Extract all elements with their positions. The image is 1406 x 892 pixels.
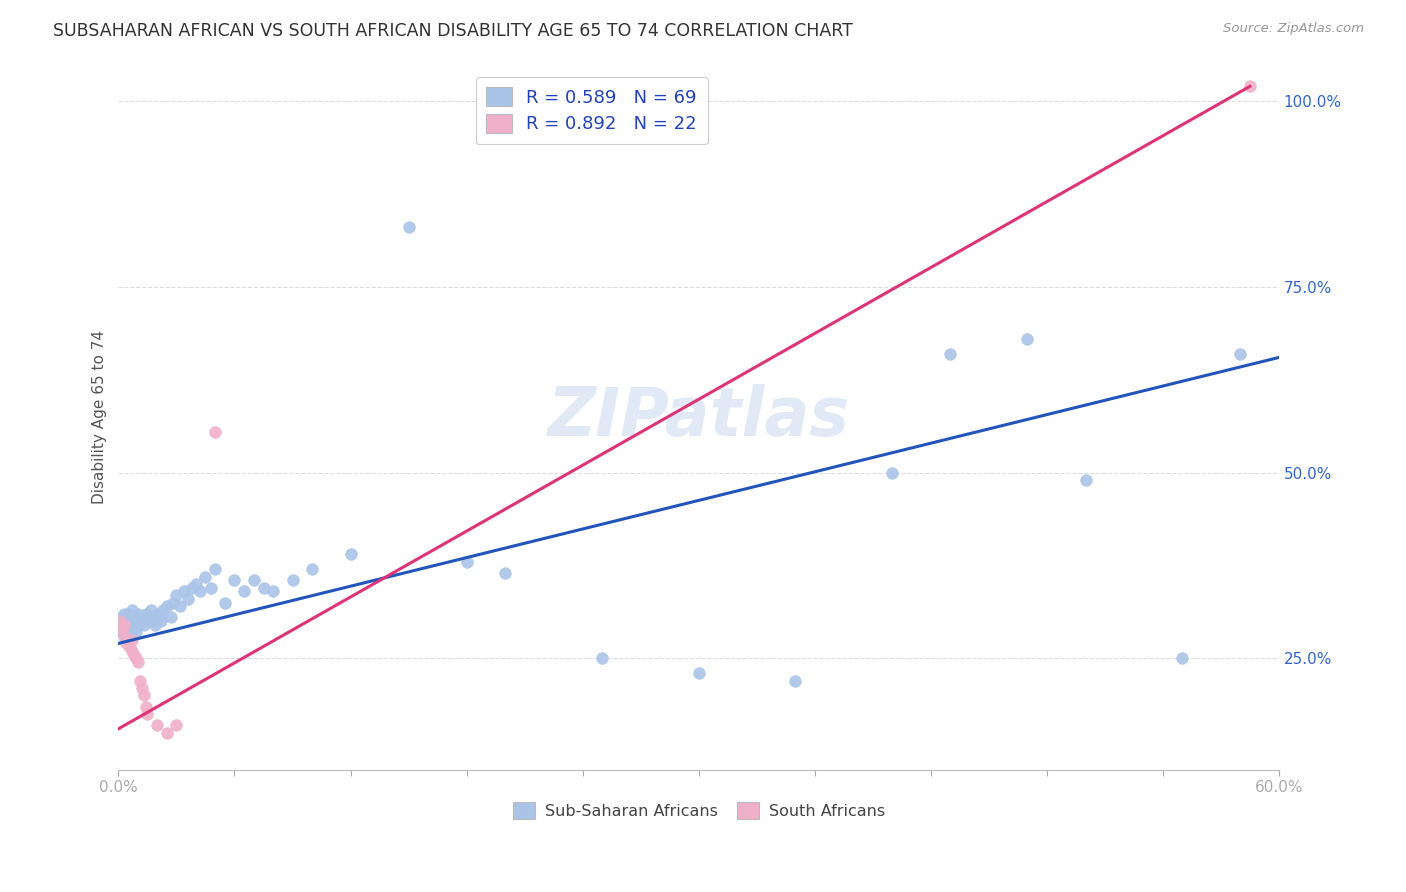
Point [1229,347,1251,361]
Point [118,629,141,643]
Point [121,614,143,628]
Point [121,632,143,647]
Point [112,629,135,643]
Point [152,603,174,617]
Point [131,610,153,624]
Point [141,603,163,617]
Point [146,718,169,732]
Point [181,581,204,595]
Point [184,577,207,591]
Point [281,574,304,588]
Point [1017,332,1039,346]
Point [128,614,150,628]
Point [398,220,420,235]
Point [112,617,135,632]
Point [162,595,184,609]
Point [166,718,188,732]
Point [111,610,134,624]
Legend: Sub-Saharan Africans, South Africans: Sub-Saharan Africans, South Africans [506,796,891,825]
Point [785,673,807,688]
Point [112,617,135,632]
Point [127,655,149,669]
Point [118,617,141,632]
Point [224,574,246,588]
Point [131,681,153,695]
Point [591,651,613,665]
Point [204,562,226,576]
Point [110,617,132,632]
Point [166,588,188,602]
Point [169,599,191,614]
Point [136,614,159,628]
Point [125,614,148,628]
Point [111,622,134,636]
Point [127,607,149,621]
Point [1074,473,1097,487]
Point [122,648,145,662]
Point [122,610,145,624]
Point [115,617,138,632]
Point [117,632,139,647]
Point [204,425,226,439]
Point [117,607,139,621]
Point [132,689,155,703]
Point [121,603,143,617]
Point [150,614,173,628]
Text: SUBSAHARAN AFRICAN VS SOUTH AFRICAN DISABILITY AGE 65 TO 74 CORRELATION CHART: SUBSAHARAN AFRICAN VS SOUTH AFRICAN DISA… [53,22,853,40]
Point [252,581,274,595]
Point [880,466,903,480]
Text: Source: ZipAtlas.com: Source: ZipAtlas.com [1223,22,1364,36]
Point [128,673,150,688]
Point [134,699,156,714]
Point [233,584,256,599]
Point [243,574,266,588]
Point [115,636,138,650]
Point [1239,79,1261,94]
Point [200,581,222,595]
Point [110,614,132,628]
Point [118,640,141,654]
Point [339,547,361,561]
Point [112,629,135,643]
Point [456,555,478,569]
Point [125,651,148,665]
Point [143,617,166,632]
Point [112,607,135,621]
Point [173,584,195,599]
Point [146,607,169,621]
Point [194,569,217,583]
Point [111,622,134,636]
Point [142,614,165,628]
Point [138,610,160,624]
Point [111,625,134,640]
Point [494,566,516,580]
Text: ZIPatlas: ZIPatlas [548,384,849,450]
Point [117,622,139,636]
Point [156,599,179,614]
Point [214,595,236,609]
Point [177,591,200,606]
Point [127,617,149,632]
Point [1171,651,1194,665]
Point [125,625,148,640]
Point [115,614,138,628]
Point [688,666,710,681]
Point [121,644,143,658]
Point [134,607,156,621]
Point [148,610,170,624]
Point [132,617,155,632]
Y-axis label: Disability Age 65 to 74: Disability Age 65 to 74 [93,330,107,504]
Point [188,584,211,599]
Point [301,562,323,576]
Point [110,614,132,628]
Point [262,584,284,599]
Point [159,610,181,624]
Point [122,622,145,636]
Point [136,706,159,721]
Point [156,725,179,739]
Point [939,347,962,361]
